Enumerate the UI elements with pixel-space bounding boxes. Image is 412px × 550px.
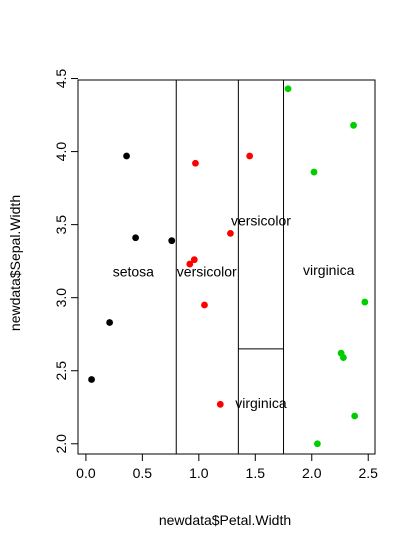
point-setosa-3	[132, 234, 139, 242]
region-label-4: virginica	[235, 395, 287, 411]
x-tick-label-1: 0.5	[133, 465, 153, 481]
x-axis-label: newdata$Petal.Width	[159, 512, 291, 528]
y-axis-label: newdata$Sepal.Width	[7, 195, 23, 331]
region-label-2: versicolor	[231, 212, 291, 228]
y-tick-label-3: 3.5	[53, 215, 69, 235]
point-versicolor-3	[190, 256, 198, 264]
y-tick-label-4: 4.0	[53, 142, 69, 162]
point-versicolor-5	[201, 301, 208, 309]
point-virginica-2	[310, 168, 318, 176]
plot-area	[77, 79, 376, 455]
y-tick-label-0: 2.0	[53, 434, 69, 454]
decision-boundaries	[175, 80, 285, 454]
point-setosa-0	[88, 376, 95, 383]
x-tick-label-2: 1.0	[189, 465, 209, 481]
point-virginica-7	[314, 440, 321, 448]
point-setosa-2	[123, 152, 130, 160]
region-label-1: versicolor	[177, 263, 237, 279]
x-tick-label-5: 2.5	[358, 465, 378, 481]
y-tick-label-5: 4.5	[53, 69, 69, 89]
point-versicolor-6	[216, 400, 224, 408]
data-points	[88, 85, 369, 448]
region-label-3: virginica	[303, 262, 355, 278]
point-setosa-4	[168, 237, 176, 245]
x-tick-label-4: 2.0	[302, 465, 322, 481]
point-versicolor-1	[246, 152, 254, 160]
plot-frame	[77, 79, 376, 455]
point-versicolor-4	[186, 260, 194, 268]
point-virginica-0	[284, 85, 292, 93]
y-tick-label-2: 3.0	[53, 288, 69, 308]
region-labels: setosa versicolor versicolor virginica virgi…	[113, 212, 355, 411]
point-virginica-6	[351, 412, 359, 420]
y-tick-label-1: 2.5	[53, 361, 69, 381]
y-axis: 2.0 2.5 3.0 3.5 4.0 4.5	[53, 69, 78, 454]
region-label-0: setosa	[113, 263, 154, 279]
point-versicolor-0	[192, 159, 199, 167]
x-tick-label-3: 1.5	[246, 465, 266, 481]
x-axis: 0.0 0.5 1.0 1.5 2.0 2.5	[76, 454, 378, 481]
point-virginica-3	[361, 298, 369, 306]
point-virginica-5	[339, 354, 347, 361]
point-virginica-1	[350, 121, 357, 129]
point-versicolor-2	[227, 229, 234, 237]
point-setosa-1	[106, 319, 114, 326]
x-tick-label-0: 0.0	[76, 465, 96, 481]
